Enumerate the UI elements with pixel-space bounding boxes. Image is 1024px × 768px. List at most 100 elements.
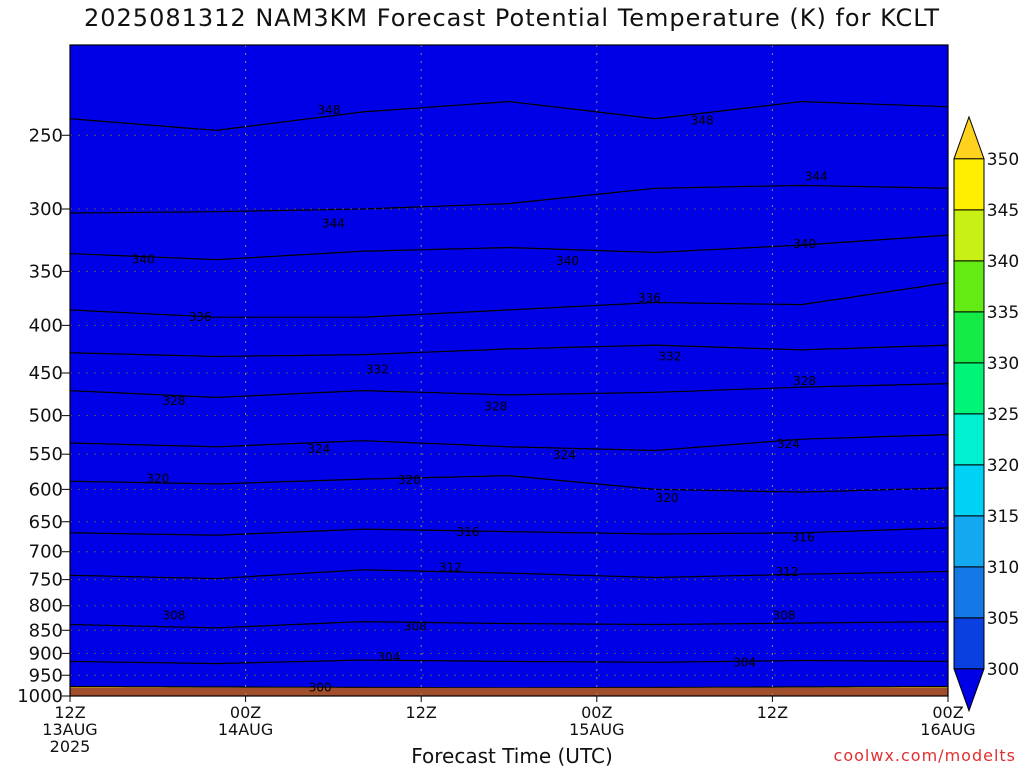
credit-text: coolwx.com/modelts (833, 746, 1016, 765)
y-tick-label: 700 (29, 542, 63, 563)
theta-band (70, 45, 948, 688)
isentrope-label: 320 (146, 471, 169, 485)
colorbar-segment (953, 566, 985, 619)
isentrope-label: 312 (776, 565, 799, 579)
isentrope-label: 324 (777, 437, 800, 451)
colorbar-segment (953, 464, 985, 517)
y-tick-label: 350 (29, 261, 63, 282)
colorbar-top-arrow (953, 115, 985, 160)
isentrope-label: 340 (132, 253, 155, 267)
isentrope-label: 308 (773, 609, 796, 623)
y-tick-label: 1000 (17, 686, 63, 707)
colorbar-segment (953, 617, 985, 670)
colorbar-label: 320 (987, 456, 1019, 476)
isentrope-line (70, 234, 948, 261)
isentrope-label: 320 (656, 491, 679, 505)
colorbar-label: 345 (987, 201, 1019, 221)
x-tick-label: 12Z (406, 703, 437, 722)
isentrope-label: 312 (439, 561, 462, 575)
isentrope-label: 328 (162, 394, 185, 408)
isentrope-label: 348 (691, 113, 714, 127)
isentrope-label: 336 (638, 291, 661, 305)
y-tick-label: 450 (29, 363, 63, 384)
y-tick-label: 650 (29, 512, 63, 533)
isentrope-label: 336 (189, 310, 212, 324)
y-tick-label: 600 (29, 479, 63, 500)
x-tick-label: 00Z (932, 703, 963, 722)
y-tick-label: 300 (29, 199, 63, 220)
x-axis-label: Forecast Time (UTC) (411, 744, 613, 768)
isentrope-label: 344 (805, 170, 828, 184)
colorbar-segment (953, 515, 985, 568)
y-tick-label: 950 (29, 665, 63, 686)
colorbar-segment (953, 311, 985, 364)
y-tick-label: 400 (29, 315, 63, 336)
x-tick-label: 12Z (757, 703, 788, 722)
isentrope-label: 340 (556, 254, 579, 268)
isentrope-label: 320 (398, 473, 421, 487)
colorbar-label: 305 (987, 609, 1019, 629)
isentrope-label: 340 (793, 237, 816, 251)
isentrope-label: 316 (457, 525, 480, 539)
isentrope-label: 300 (309, 680, 332, 694)
colorbar: 300 305 310 315 320 325 330 335 340 345 350 (953, 115, 1019, 713)
isentrope-label: 324 (307, 442, 330, 456)
colorbar-segment (953, 158, 985, 211)
isentrope-label: 316 (792, 531, 815, 545)
x-tick-label: 16AUG (920, 720, 975, 739)
x-tick-label: 00Z (230, 703, 261, 722)
colorbar-label: 325 (987, 405, 1019, 425)
colorbar-segment (953, 209, 985, 262)
isentrope-label: 348 (318, 103, 341, 117)
y-tick-label: 800 (29, 596, 63, 617)
colorbar-label: 315 (987, 507, 1019, 527)
y-tick-label: 550 (29, 444, 63, 465)
x-tick-label: 13AUG (42, 720, 97, 739)
isentrope-label: 344 (322, 217, 345, 231)
isentrope-line (70, 527, 948, 536)
colorbar-bottom-arrow (953, 668, 985, 713)
isentrope-line (70, 100, 948, 132)
isentrope-line (70, 686, 948, 689)
isentrope-line (70, 620, 948, 629)
isentrope-label: 328 (793, 374, 816, 388)
colorbar-label: 300 (987, 660, 1019, 680)
colorbar-label: 340 (987, 252, 1019, 272)
y-tick-label: 250 (29, 125, 63, 146)
isentrope-line (70, 475, 948, 493)
colorbar-segment (953, 362, 985, 415)
isentrope-label: 308 (404, 619, 427, 633)
plot-frame (69, 44, 949, 697)
isentrope-line (70, 383, 948, 399)
colorbar-label: 350 (987, 150, 1019, 170)
x-tick-label: 12Z (54, 703, 85, 722)
isentrope-label: 324 (553, 448, 576, 462)
isentrope-label: 328 (484, 400, 507, 414)
surface-band (70, 687, 948, 696)
isentrope-label: 304 (378, 650, 401, 664)
isentrope-line (70, 659, 948, 665)
isentrope-line (70, 344, 948, 358)
y-tick-label: 900 (29, 643, 63, 664)
x-tick-label: 2025 (50, 737, 91, 756)
colorbar-label: 310 (987, 558, 1019, 578)
isentrope-label: 332 (366, 362, 389, 376)
isentrope-line (70, 569, 948, 580)
y-tick-label: 750 (29, 570, 63, 591)
isentrope-label: 304 (733, 656, 756, 670)
chart-title: 2025081312 NAM3KM Forecast Potential Tem… (84, 4, 940, 32)
isentrope-label: 332 (659, 350, 682, 364)
y-tick-label: 500 (29, 406, 63, 427)
x-tick-label: 00Z (581, 703, 612, 722)
plot-area: 348 348 344 344 340 340 340 336 336 332 332 328 328 3… (70, 45, 948, 696)
y-tick-label: 850 (29, 620, 63, 641)
isentrope-line (70, 434, 948, 452)
colorbar-label: 330 (987, 354, 1019, 374)
colorbar-label: 335 (987, 303, 1019, 323)
colorbar-segment (953, 413, 985, 466)
isentrope-label: 308 (162, 609, 185, 623)
colorbar-segment (953, 260, 985, 313)
x-tick-label: 14AUG (218, 720, 273, 739)
